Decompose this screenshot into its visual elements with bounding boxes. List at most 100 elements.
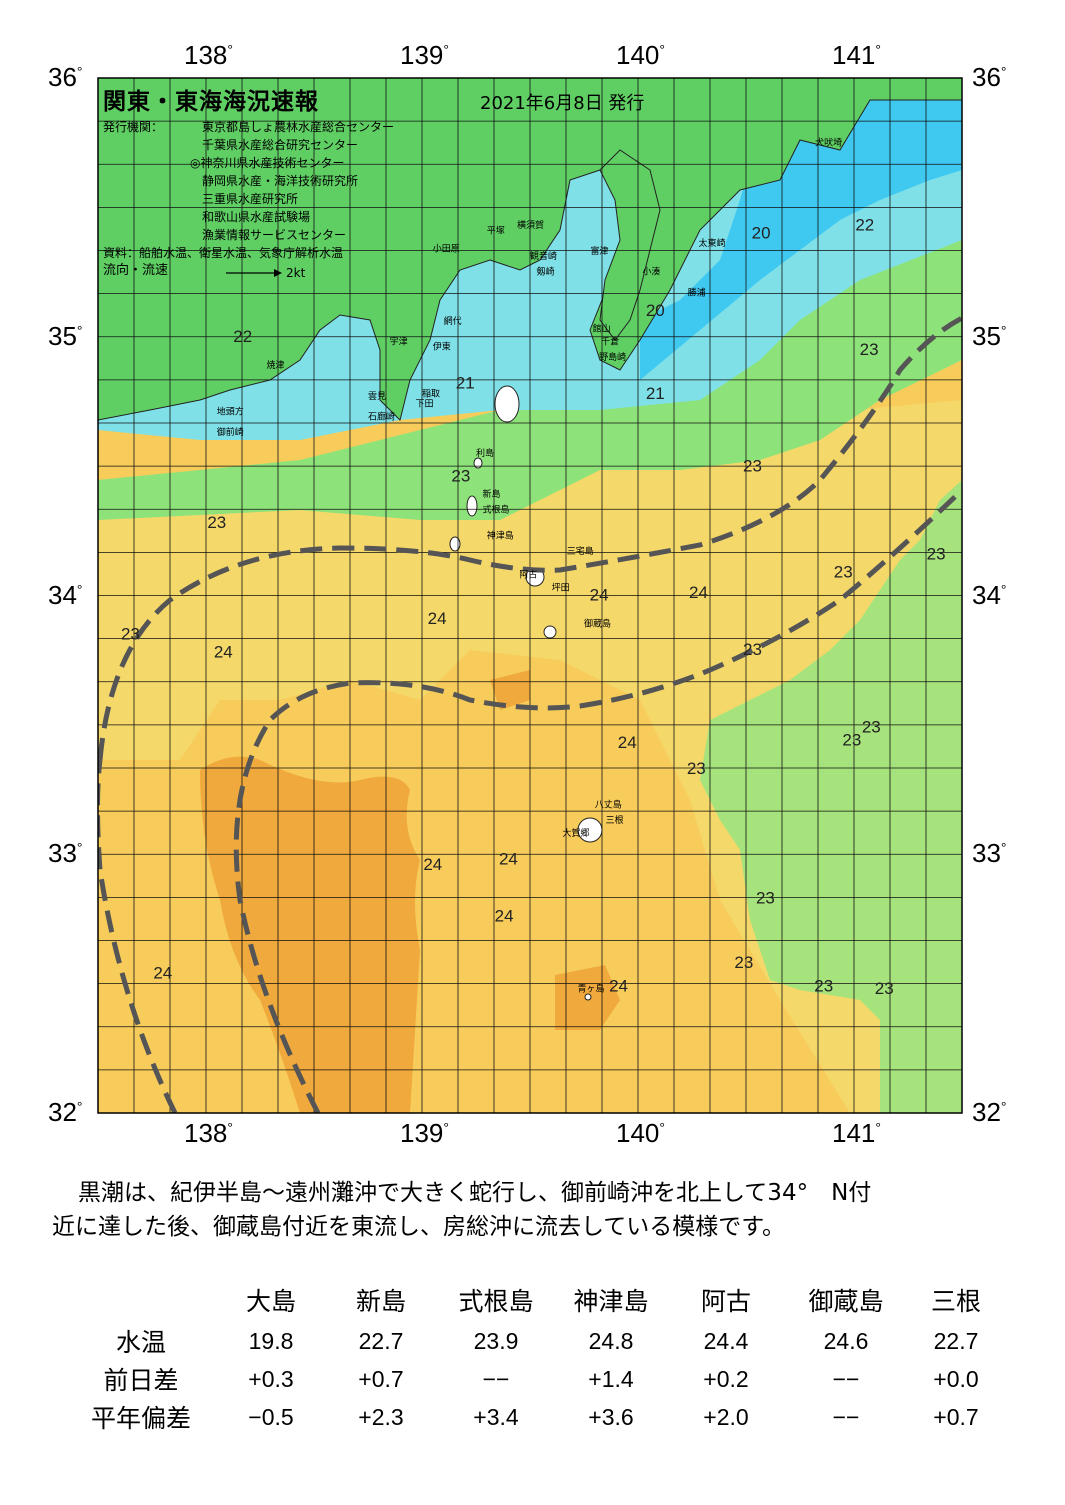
table-cell: +3.6 <box>588 1403 634 1430</box>
table-cell: +0.0 <box>933 1365 979 1392</box>
sst-zone-20 <box>640 78 962 380</box>
place-label: 富津 <box>590 245 608 257</box>
temperature-label: 24 <box>214 643 233 662</box>
kuroshio-current-south <box>98 759 178 1113</box>
table-cell: 22.7 <box>933 1327 979 1354</box>
kozushima-island <box>449 536 461 552</box>
temperature-label: 23 <box>687 759 706 778</box>
table-corner <box>66 1278 216 1322</box>
lat-label: 32° <box>48 1097 83 1127</box>
issuer-item: 漁業情報サービスセンター <box>202 228 347 242</box>
temperature-label: 22 <box>233 327 252 346</box>
kuroshio-current-meander <box>233 488 962 1113</box>
place-label: 坪田 <box>552 582 570 593</box>
temperature-label: 23 <box>927 544 946 563</box>
lon-label: 141° <box>832 40 881 70</box>
temperature-label: 23 <box>814 976 833 995</box>
sst-zone-green-east <box>700 230 962 1113</box>
temperature-label: 23 <box>743 640 762 659</box>
station-header: 御蔵島 <box>808 1287 884 1316</box>
temperature-label: 22 <box>855 216 874 235</box>
lat-label: 33° <box>972 838 1007 869</box>
station-temperature-table: 大島 新島 式根島 神津島 阿古 御蔵島 三根 水温 19.8 22.7 23.9 24… <box>66 1278 1006 1436</box>
map-frame <box>97 77 963 1114</box>
lon-label: 138° <box>184 1118 233 1148</box>
description-line-2: 近に達した後、御蔵島付近を東流し、房総沖に流去している模様です。 <box>52 1214 786 1240</box>
temperature-label: 23 <box>743 456 762 475</box>
place-label: 新島 <box>482 488 500 500</box>
description-line-1: 黒潮は、紀伊半島～遠州灘沖で大きく蛇行し、御前崎沖を北上して34° N付 <box>78 1180 872 1206</box>
temperature-label: 23 <box>121 624 140 643</box>
place-label: 平塚 <box>487 225 505 236</box>
temperature-label: 24 <box>423 855 442 874</box>
table-cell: −− <box>832 1403 860 1430</box>
place-label: 大賀郷 <box>562 827 589 839</box>
place-label: 勝浦 <box>688 286 706 298</box>
temperature-label: 23 <box>756 888 775 907</box>
issuer-item: 三重県水産研究所 <box>202 192 299 206</box>
lon-label: 140° <box>616 40 665 70</box>
place-label: 野島崎 <box>599 351 626 363</box>
station-header: 阿古 <box>700 1287 751 1316</box>
place-label: 小田原 <box>433 243 460 254</box>
issuer-label: 発行機関： <box>103 120 164 134</box>
place-label: 焼津 <box>266 360 284 371</box>
station-header: 新島 <box>355 1287 406 1316</box>
sst-zone-orange-west <box>200 756 420 1113</box>
place-label: 犬吠埼 <box>815 136 842 148</box>
table-cell: +2.3 <box>358 1403 404 1430</box>
place-label: 横須賀 <box>517 219 544 231</box>
lon-label: 139° <box>400 1118 449 1148</box>
temperature-label: 24 <box>499 850 518 869</box>
temperature-label: 23 <box>875 979 894 998</box>
lat-label: 34° <box>972 579 1007 610</box>
page-title: 関東・東海海況速報 <box>103 89 319 115</box>
place-label: 阿古 <box>519 568 537 580</box>
place-label: 千倉 <box>601 336 619 348</box>
temperature-label: 24 <box>609 976 628 995</box>
station-header: 三根 <box>930 1287 981 1316</box>
table-cell: +0.3 <box>248 1365 294 1392</box>
place-label: 三宅島 <box>567 545 594 557</box>
table-cell: 24.8 <box>588 1327 634 1354</box>
table-cell: −− <box>832 1365 860 1392</box>
place-label: 剱崎 <box>536 266 554 278</box>
place-label: 網代 <box>444 315 462 327</box>
mikurajima-island <box>543 625 557 639</box>
table-row: 前日差 +0.3 +0.7 −− +1.4 +0.2 −− +0.0 <box>66 1360 1006 1398</box>
table-cell: +0.2 <box>703 1365 749 1392</box>
issuer-item: 千葉県水産総合研究センター <box>202 138 359 152</box>
table-cell: +0.7 <box>358 1365 404 1392</box>
temperature-label: 23 <box>207 513 226 532</box>
issue-date: 2021年6月8日 発行 <box>480 93 645 114</box>
temperature-label: 24 <box>618 733 637 752</box>
table-cell: 22.7 <box>358 1327 404 1354</box>
place-label: 雲見 <box>368 391 386 402</box>
row-label: 水温 <box>115 1328 166 1357</box>
place-label: 観音崎 <box>530 250 557 262</box>
place-label: 神津島 <box>487 530 514 542</box>
flow-scale-label: 2kt <box>286 266 306 280</box>
sst-zone-orange-central <box>490 670 530 710</box>
table-row: 平年偏差 −0.5 +2.3 +3.4 +3.6 +2.0 −− +0.7 <box>66 1398 1006 1436</box>
table-cell: 24.6 <box>823 1327 869 1354</box>
table-cell: 23.9 <box>473 1327 519 1354</box>
place-label: 御蔵島 <box>584 618 611 630</box>
place-label: 稲取 <box>422 387 440 399</box>
place-label: 宇津 <box>390 336 408 348</box>
place-label: 利島 <box>476 447 494 459</box>
temperature-label: 24 <box>590 586 609 605</box>
row-label: 平年偏差 <box>90 1404 191 1433</box>
place-label: 太東崎 <box>698 237 725 249</box>
issuer-item: 東京都島しょ農林水産総合センター <box>202 120 395 134</box>
lon-label: 140° <box>616 1118 665 1148</box>
lat-label: 36° <box>972 62 1007 92</box>
lat-label: 33° <box>48 838 83 869</box>
place-label: 御前崎 <box>217 426 244 438</box>
lon-label: 138° <box>184 40 233 70</box>
temperature-label: 24 <box>495 907 514 926</box>
lat-label: 32° <box>972 1097 1007 1127</box>
table-cell: −0.5 <box>248 1403 294 1430</box>
